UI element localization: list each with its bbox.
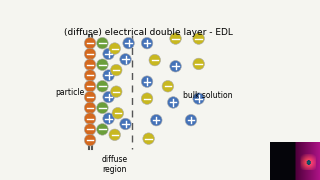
Circle shape — [84, 70, 96, 81]
Circle shape — [84, 134, 96, 146]
Circle shape — [84, 80, 96, 92]
Circle shape — [103, 113, 114, 124]
Circle shape — [185, 114, 197, 126]
Circle shape — [120, 54, 131, 65]
Circle shape — [97, 59, 108, 71]
Circle shape — [150, 114, 162, 126]
Circle shape — [141, 93, 153, 104]
Circle shape — [170, 33, 181, 44]
Circle shape — [109, 43, 121, 54]
Circle shape — [97, 37, 108, 49]
Circle shape — [193, 93, 204, 104]
Circle shape — [97, 102, 108, 114]
Circle shape — [141, 76, 153, 87]
Circle shape — [170, 60, 181, 72]
Text: particle: particle — [55, 88, 85, 97]
Circle shape — [84, 113, 96, 124]
Circle shape — [110, 64, 122, 76]
Circle shape — [103, 48, 114, 60]
Circle shape — [123, 37, 134, 49]
Circle shape — [97, 124, 108, 135]
Circle shape — [167, 97, 179, 108]
Circle shape — [143, 133, 154, 144]
Circle shape — [84, 91, 96, 103]
Circle shape — [149, 54, 161, 66]
Text: (diffuse) electrical double layer - EDL: (diffuse) electrical double layer - EDL — [64, 28, 233, 37]
Text: diffuse
region: diffuse region — [102, 155, 128, 174]
Circle shape — [110, 86, 122, 97]
Circle shape — [193, 33, 204, 44]
Circle shape — [103, 91, 114, 103]
Circle shape — [84, 124, 96, 135]
Circle shape — [112, 107, 124, 119]
Circle shape — [103, 70, 114, 81]
Circle shape — [84, 48, 96, 60]
Circle shape — [193, 58, 204, 70]
Circle shape — [162, 80, 174, 92]
Circle shape — [84, 59, 96, 71]
Text: bulk solution: bulk solution — [183, 91, 233, 100]
Circle shape — [84, 102, 96, 114]
Circle shape — [109, 129, 121, 141]
Circle shape — [141, 37, 153, 49]
Circle shape — [120, 118, 131, 130]
Circle shape — [84, 37, 96, 49]
Circle shape — [97, 80, 108, 92]
